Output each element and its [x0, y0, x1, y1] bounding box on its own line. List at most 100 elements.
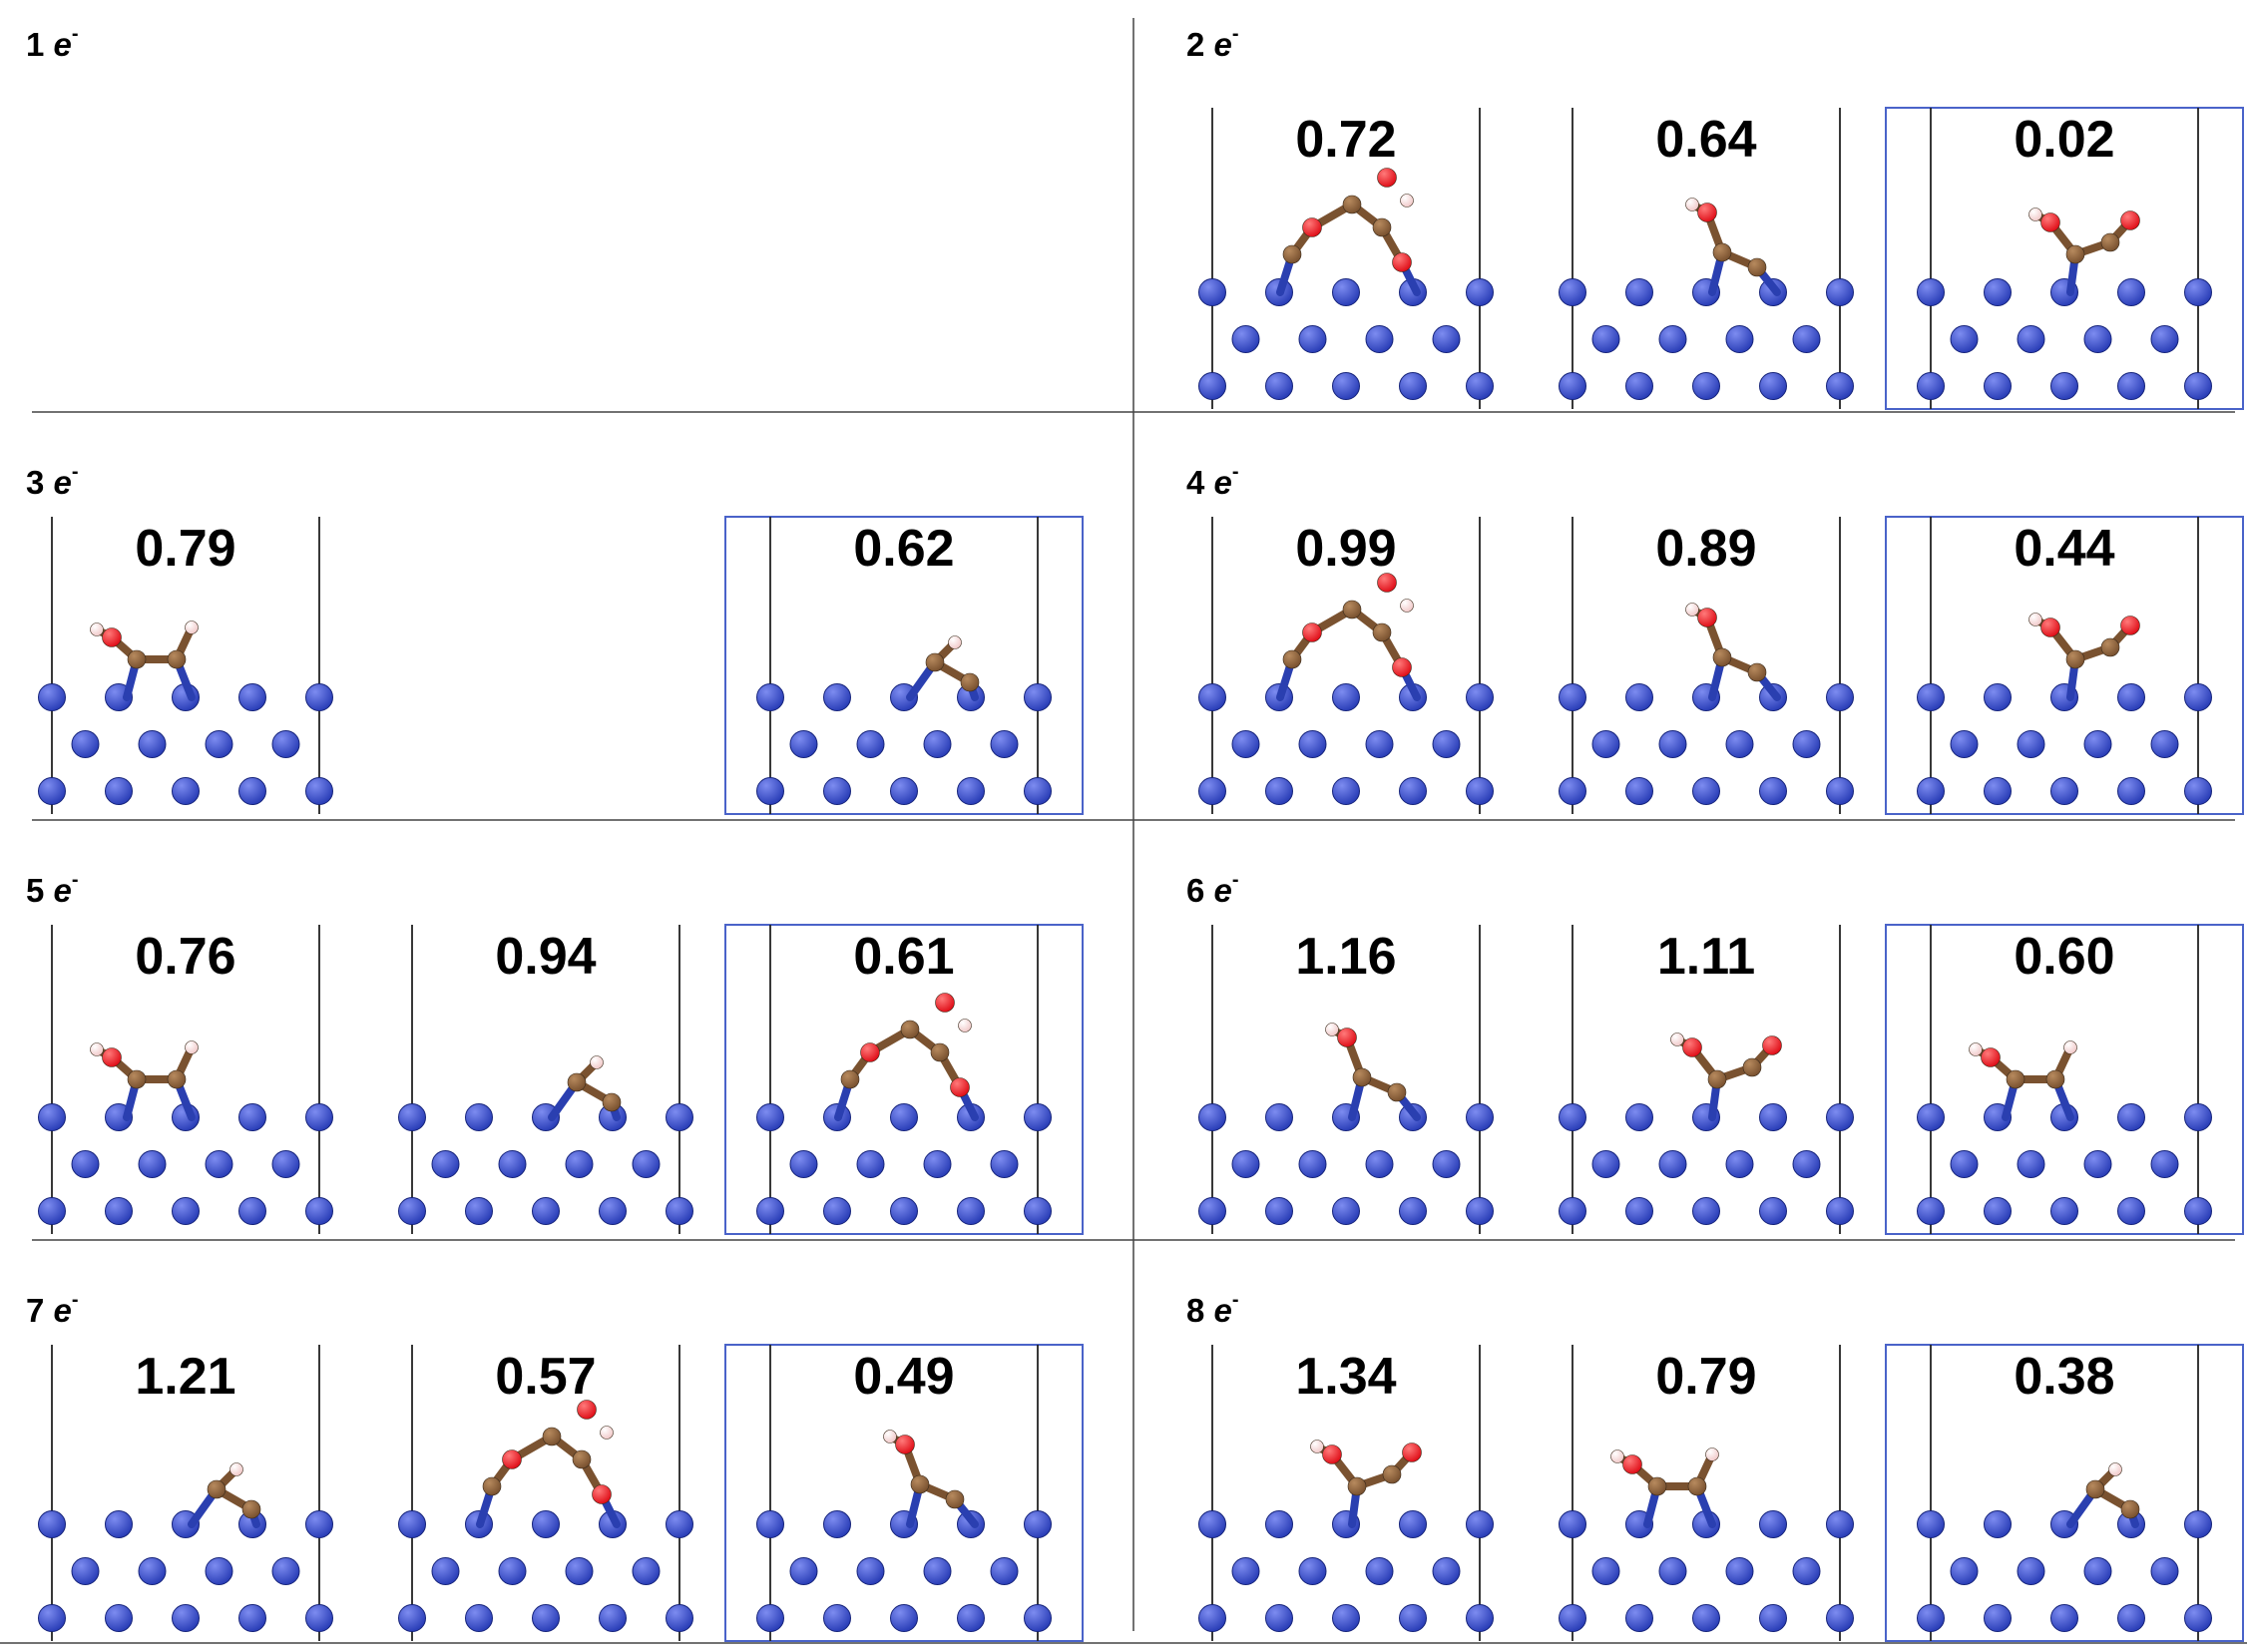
- surface-atom: [666, 1103, 693, 1131]
- configuration-panel: [398, 1345, 693, 1641]
- carbon-atom: [542, 1427, 562, 1446]
- configuration-panel: [1198, 1345, 1494, 1641]
- hydrogen-atom: [948, 635, 962, 649]
- carbon-atom: [910, 1474, 930, 1494]
- surface-atom: [756, 683, 784, 711]
- surface-atom: [1559, 1510, 1586, 1538]
- surface-atom: [465, 1604, 493, 1632]
- surface-atom: [1332, 777, 1360, 805]
- oxygen-atom: [1392, 252, 1412, 272]
- surface-atom: [1231, 1150, 1260, 1178]
- carbon-atom: [840, 1069, 860, 1089]
- surface-atom: [1826, 683, 1854, 711]
- oxygen-atom: [1392, 657, 1412, 677]
- surface-atom: [38, 1604, 66, 1632]
- surface-atom: [1332, 1604, 1360, 1632]
- surface-atom: [1826, 1604, 1854, 1632]
- surface-atom: [1950, 1557, 1979, 1585]
- surface-atom: [1950, 325, 1979, 353]
- surface-atom: [2117, 1197, 2145, 1225]
- electron-symbol: e: [53, 464, 72, 501]
- surface-atom: [238, 777, 266, 805]
- surface-atom: [1692, 1197, 1720, 1225]
- surface-atom: [2083, 1557, 2112, 1585]
- electron-charge: -: [71, 461, 79, 483]
- carbon-atom: [1372, 217, 1392, 237]
- hydrogen-atom: [958, 1019, 972, 1032]
- electron-symbol: e: [53, 872, 72, 909]
- surface-atom: [305, 1103, 333, 1131]
- energy-value: 0.61: [853, 928, 955, 986]
- electron-charge: -: [71, 869, 79, 891]
- electron-symbol: e: [1213, 872, 1232, 909]
- oxygen-atom: [1322, 1445, 1342, 1464]
- configuration-panel: [1885, 107, 2244, 410]
- surface-atom: [1024, 683, 1052, 711]
- surface-atom: [1826, 372, 1854, 400]
- surface-atom: [1826, 278, 1854, 306]
- surface-atom: [990, 1557, 1019, 1585]
- carbon-atom: [127, 649, 147, 669]
- surface-atom: [1332, 278, 1360, 306]
- surface-atom: [105, 1604, 133, 1632]
- electron-count: 2: [1186, 26, 1214, 63]
- carbon-atom: [2045, 1069, 2065, 1089]
- surface-atom: [2050, 1604, 2078, 1632]
- energy-value: 0.02: [2014, 111, 2115, 169]
- electron-charge: -: [71, 1289, 79, 1311]
- carbon-atom: [127, 1069, 147, 1089]
- electron-count-label: 3 e-: [26, 461, 79, 502]
- oxygen-atom: [950, 1077, 970, 1097]
- configuration-panel: [1198, 108, 1494, 409]
- hydrogen-atom: [1969, 1042, 1983, 1056]
- surface-atom: [1432, 1150, 1461, 1178]
- surface-atom: [666, 1510, 693, 1538]
- surface-atom: [1984, 1197, 2012, 1225]
- carbon-atom: [167, 1069, 187, 1089]
- surface-atom: [1625, 777, 1653, 805]
- surface-atom: [1432, 1557, 1461, 1585]
- surface-atom: [2150, 325, 2179, 353]
- hydrogen-atom: [883, 1430, 897, 1444]
- surface-atom: [2184, 683, 2212, 711]
- electron-count: 7: [26, 1292, 54, 1329]
- surface-atom: [205, 1557, 233, 1585]
- surface-atom: [498, 1557, 527, 1585]
- surface-atom: [38, 683, 66, 711]
- lowest-energy-box: [724, 924, 1084, 1235]
- oxygen-atom: [2120, 210, 2140, 230]
- surface-atom: [1591, 1150, 1620, 1178]
- carbon-atom: [1352, 1067, 1372, 1087]
- surface-atom: [2050, 372, 2078, 400]
- surface-atom: [1231, 325, 1260, 353]
- oxygen-atom: [935, 993, 955, 1013]
- surface-atom: [1984, 372, 2012, 400]
- electron-symbol: e: [53, 26, 72, 63]
- oxygen-atom: [1302, 217, 1322, 237]
- surface-atom: [398, 1103, 426, 1131]
- surface-atom: [1625, 1604, 1653, 1632]
- surface-atom: [1759, 777, 1787, 805]
- hydrogen-atom: [2028, 613, 2042, 626]
- surface-atom: [1625, 1197, 1653, 1225]
- surface-atom: [1658, 1150, 1687, 1178]
- surface-atom: [599, 1604, 627, 1632]
- surface-atom: [2184, 1604, 2212, 1632]
- surface-atom: [1399, 372, 1427, 400]
- configuration-panel: [1885, 1344, 2244, 1642]
- surface-atom: [1198, 777, 1226, 805]
- hydrogen-atom: [90, 622, 104, 636]
- surface-atom: [38, 1197, 66, 1225]
- surface-atom: [1024, 1197, 1052, 1225]
- oxygen-atom: [895, 1435, 915, 1454]
- surface-atom: [271, 730, 300, 758]
- surface-atom: [2150, 730, 2179, 758]
- hydrogen-atom: [1325, 1023, 1339, 1036]
- surface-atom: [1198, 372, 1226, 400]
- configuration-panel: [1885, 924, 2244, 1235]
- surface-atom: [923, 1150, 952, 1178]
- surface-atom: [1198, 1604, 1226, 1632]
- surface-atom: [2117, 278, 2145, 306]
- surface-atom: [957, 1604, 985, 1632]
- energy-value: 0.94: [495, 928, 597, 986]
